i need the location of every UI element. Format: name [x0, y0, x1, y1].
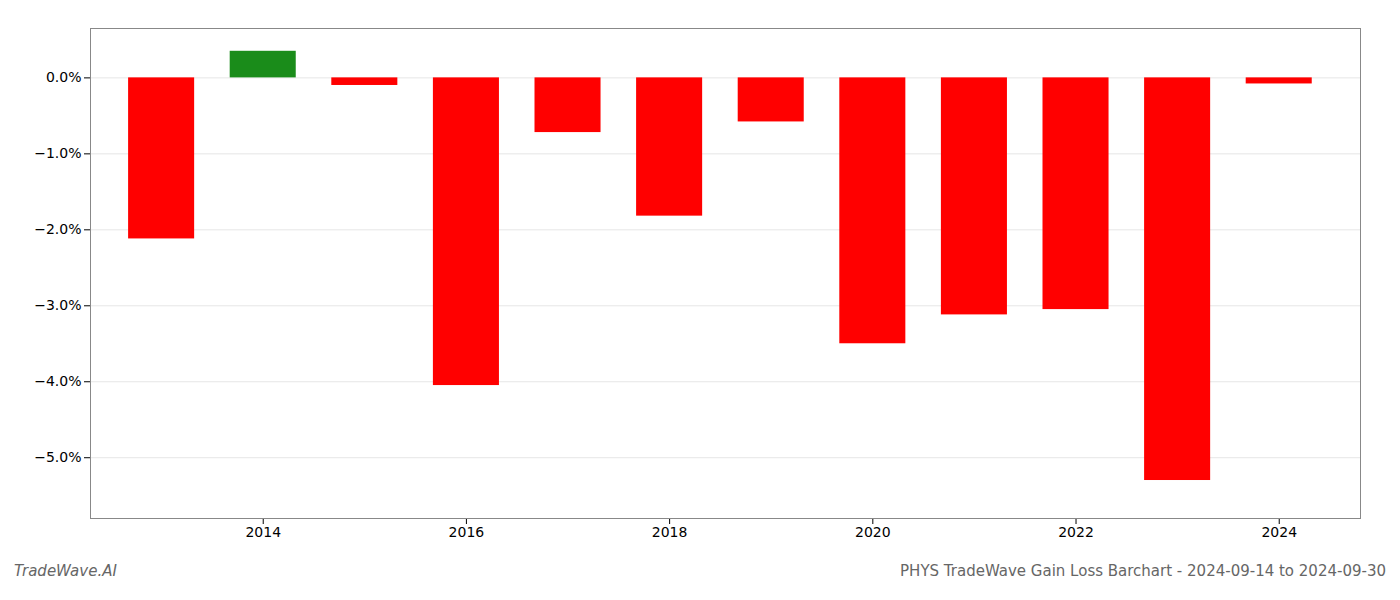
svg-text:−4.0%: −4.0%	[34, 373, 81, 389]
svg-text:2024: 2024	[1261, 524, 1297, 540]
svg-text:2014: 2014	[245, 524, 281, 540]
svg-text:−5.0%: −5.0%	[34, 449, 81, 465]
html-text:TradeWave.AI: TradeWave.AI	[14, 562, 117, 580]
svg-text:2022: 2022	[1058, 524, 1094, 540]
svg-text:0.0%: 0.0%	[46, 69, 82, 85]
svg-text:−2.0%: −2.0%	[34, 221, 81, 237]
svg-text:2020: 2020	[855, 524, 891, 540]
svg-text:−1.0%: −1.0%	[34, 145, 81, 161]
svg-text:2016: 2016	[449, 524, 485, 540]
svg-text:−3.0%: −3.0%	[34, 297, 81, 313]
svg-text:2018: 2018	[652, 524, 688, 540]
html-text:PHYS TradeWave Gain Loss Barch: PHYS TradeWave Gain Loss Barchart - 2024…	[900, 562, 1386, 580]
